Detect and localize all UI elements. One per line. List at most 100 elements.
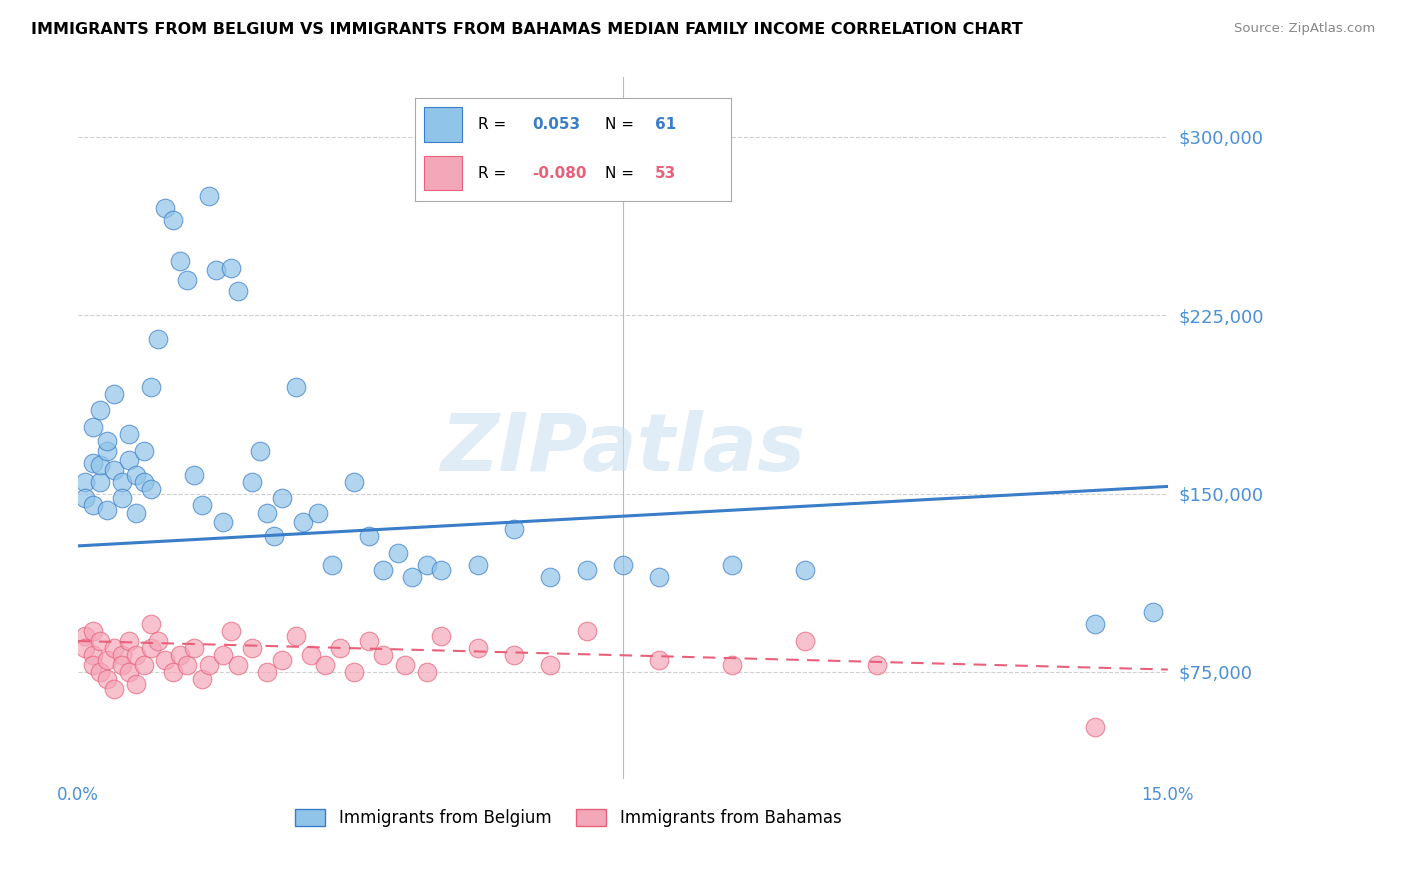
Immigrants from Bahamas: [357, 634, 380, 648]
Text: R =: R =: [478, 166, 506, 180]
Immigrants from Belgium: [467, 558, 489, 572]
Immigrants from Bahamas: [118, 634, 141, 648]
Immigrants from Belgium: [249, 443, 271, 458]
Immigrants from Bahamas: [219, 624, 242, 639]
Immigrants from Bahamas: [416, 665, 439, 679]
Immigrants from Belgium: [82, 499, 104, 513]
Immigrants from Bahamas: [169, 648, 191, 663]
Immigrants from Belgium: [89, 403, 111, 417]
Immigrants from Bahamas: [343, 665, 366, 679]
Immigrants from Bahamas: [503, 648, 526, 663]
Immigrants from Belgium: [793, 563, 815, 577]
Immigrants from Belgium: [321, 558, 343, 572]
Immigrants from Belgium: [89, 475, 111, 489]
Immigrants from Belgium: [503, 522, 526, 536]
Immigrants from Belgium: [183, 467, 205, 482]
Immigrants from Bahamas: [285, 629, 308, 643]
Immigrants from Belgium: [96, 443, 118, 458]
Immigrants from Belgium: [155, 201, 177, 215]
Immigrants from Bahamas: [89, 665, 111, 679]
Immigrants from Belgium: [212, 515, 235, 529]
Immigrants from Belgium: [226, 285, 249, 299]
Immigrants from Belgium: [538, 570, 561, 584]
Immigrants from Bahamas: [373, 648, 395, 663]
Immigrants from Bahamas: [866, 657, 889, 672]
Immigrants from Bahamas: [75, 641, 97, 656]
Immigrants from Bahamas: [467, 641, 489, 656]
Immigrants from Bahamas: [648, 653, 671, 667]
Immigrants from Belgium: [176, 272, 198, 286]
Text: 0.053: 0.053: [531, 117, 579, 132]
Immigrants from Belgium: [1142, 606, 1164, 620]
Text: IMMIGRANTS FROM BELGIUM VS IMMIGRANTS FROM BAHAMAS MEDIAN FAMILY INCOME CORRELAT: IMMIGRANTS FROM BELGIUM VS IMMIGRANTS FR…: [31, 22, 1022, 37]
Immigrants from Belgium: [343, 475, 366, 489]
Immigrants from Bahamas: [125, 677, 148, 691]
Immigrants from Belgium: [190, 499, 212, 513]
Bar: [425, 155, 463, 190]
Immigrants from Belgium: [292, 515, 315, 529]
Immigrants from Bahamas: [575, 624, 598, 639]
Immigrants from Belgium: [575, 563, 598, 577]
Text: R =: R =: [478, 117, 506, 132]
Immigrants from Bahamas: [299, 648, 322, 663]
Immigrants from Belgium: [373, 563, 395, 577]
Immigrants from Belgium: [125, 506, 148, 520]
Immigrants from Bahamas: [139, 641, 162, 656]
Immigrants from Bahamas: [103, 641, 125, 656]
Immigrants from Belgium: [103, 386, 125, 401]
Immigrants from Belgium: [198, 189, 221, 203]
Immigrants from Bahamas: [155, 653, 177, 667]
Immigrants from Bahamas: [314, 657, 336, 672]
Immigrants from Belgium: [89, 458, 111, 472]
Immigrants from Belgium: [1084, 617, 1107, 632]
Immigrants from Belgium: [75, 491, 97, 506]
Immigrants from Bahamas: [96, 653, 118, 667]
Immigrants from Bahamas: [538, 657, 561, 672]
Immigrants from Belgium: [125, 467, 148, 482]
Text: 61: 61: [655, 117, 676, 132]
Text: 53: 53: [655, 166, 676, 180]
Immigrants from Belgium: [139, 379, 162, 393]
Immigrants from Bahamas: [394, 657, 416, 672]
Immigrants from Bahamas: [430, 629, 453, 643]
Immigrants from Belgium: [387, 546, 409, 560]
Immigrants from Bahamas: [793, 634, 815, 648]
Immigrants from Belgium: [270, 491, 292, 506]
Immigrants from Belgium: [285, 379, 308, 393]
Bar: [425, 107, 463, 142]
Immigrants from Belgium: [82, 456, 104, 470]
Immigrants from Belgium: [75, 475, 97, 489]
Immigrants from Belgium: [132, 475, 155, 489]
Immigrants from Belgium: [242, 475, 264, 489]
Immigrants from Bahamas: [183, 641, 205, 656]
Immigrants from Belgium: [307, 506, 329, 520]
Immigrants from Belgium: [162, 213, 184, 227]
Immigrants from Belgium: [169, 253, 191, 268]
Immigrants from Bahamas: [162, 665, 184, 679]
Immigrants from Bahamas: [1084, 720, 1107, 734]
Immigrants from Belgium: [401, 570, 423, 584]
Immigrants from Bahamas: [270, 653, 292, 667]
Immigrants from Bahamas: [146, 634, 169, 648]
Immigrants from Bahamas: [89, 634, 111, 648]
Immigrants from Bahamas: [82, 624, 104, 639]
Immigrants from Belgium: [139, 482, 162, 496]
Text: Source: ZipAtlas.com: Source: ZipAtlas.com: [1234, 22, 1375, 36]
Text: N =: N =: [605, 166, 634, 180]
Immigrants from Belgium: [219, 260, 242, 275]
Immigrants from Belgium: [612, 558, 634, 572]
Immigrants from Bahamas: [139, 617, 162, 632]
Text: -0.080: -0.080: [531, 166, 586, 180]
Immigrants from Belgium: [111, 475, 134, 489]
Immigrants from Belgium: [103, 463, 125, 477]
Immigrants from Bahamas: [212, 648, 235, 663]
Immigrants from Bahamas: [75, 629, 97, 643]
Immigrants from Belgium: [648, 570, 671, 584]
Immigrants from Belgium: [96, 503, 118, 517]
Immigrants from Belgium: [263, 529, 285, 543]
Text: N =: N =: [605, 117, 634, 132]
Immigrants from Belgium: [96, 434, 118, 449]
Immigrants from Bahamas: [103, 681, 125, 696]
Text: ZIPatlas: ZIPatlas: [440, 410, 806, 488]
Immigrants from Bahamas: [190, 672, 212, 686]
